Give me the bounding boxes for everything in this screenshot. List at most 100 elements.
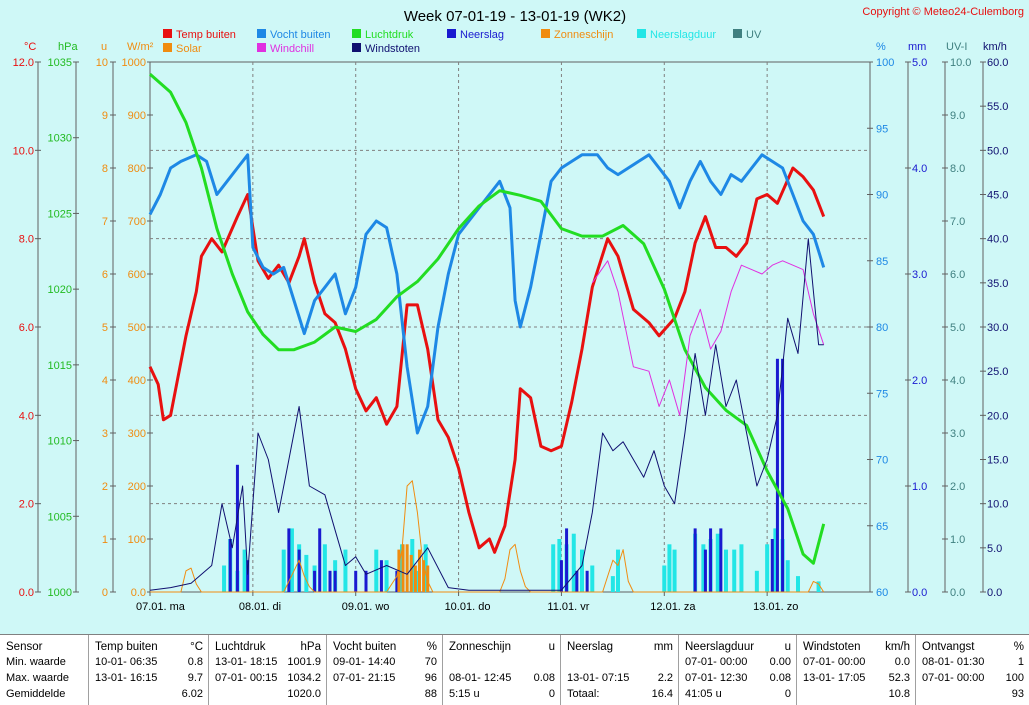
series-windstoten-line: [149, 238, 824, 591]
bar-neerslagduur: [816, 581, 821, 592]
bar-neerslagduur: [590, 565, 595, 592]
axis-tick-label: 70: [876, 455, 888, 467]
stats-min-time: 13-01- 18:15: [215, 656, 278, 668]
axis-unit-label: W/m²: [127, 41, 154, 53]
legend-label: Neerslag: [460, 29, 504, 41]
axis-tick-label: 800: [128, 163, 146, 175]
stats-avg-value: 10.8: [888, 688, 910, 700]
axis-tick-label: 65: [876, 521, 888, 533]
legend-swatch: [163, 43, 172, 52]
bar-neerslag: [693, 528, 697, 592]
bar-neerslag: [379, 560, 383, 592]
bar-neerslag: [235, 464, 239, 592]
axis-tick-label: 1005: [48, 511, 72, 523]
legend-label: Temp buiten: [176, 29, 236, 41]
axis-tick-label: 2.0: [950, 481, 965, 493]
bar-neerslag: [297, 549, 301, 592]
series-luchtdruk-line: [149, 72, 826, 565]
axis-tick-label: 10.0: [950, 57, 971, 69]
bar-neerslag: [354, 570, 358, 592]
axis-tick-label: 2.0: [912, 375, 927, 387]
bar-neerslagduur: [785, 560, 790, 592]
stats-header-name: Luchtdruk: [215, 641, 266, 653]
axis-tick-label: 1000: [48, 587, 72, 599]
stats-avg-value: 16.4: [651, 688, 673, 700]
axis-tick-label: 700: [128, 216, 146, 228]
stats-max-value: 1034.2: [287, 672, 321, 684]
bar-neerslagduur: [724, 549, 728, 592]
stats-max-time: 07-01- 12:30: [685, 672, 748, 684]
bar-neerslag: [364, 570, 368, 592]
axis-tick-label: 25.0: [987, 366, 1008, 378]
axis-unit-label: %: [876, 41, 886, 53]
axis-tick-label: 6.0: [19, 322, 34, 334]
axis-tick-label: 0.0: [987, 587, 1002, 599]
bar-neerslag: [781, 358, 785, 592]
bar-neerslagduur: [667, 544, 672, 592]
bar-neerslag: [709, 528, 713, 592]
axis-tick-label: 4.0: [912, 163, 927, 175]
stats-column-neerslag: Neerslag mm 13-01- 07:15 2.2 Totaal: 16.4: [560, 635, 679, 705]
axis-tick-label: 3.0: [912, 269, 927, 281]
legend-swatch: [733, 29, 742, 38]
stats-header-unit: u: [784, 641, 791, 653]
stats-header-name: Neerslagduur: [685, 641, 755, 653]
axis-tick-label: 50.0: [987, 145, 1008, 157]
bar-neerslagduur: [222, 565, 227, 592]
copyright-text: Copyright © Meteo24-Culemborg: [862, 6, 1024, 18]
bar-neerslagduur: [415, 570, 420, 592]
stats-avg-label: 41:05 u: [685, 688, 722, 700]
bar-neerslag: [246, 560, 250, 592]
stats-max-time: 07-01- 00:15: [215, 672, 278, 684]
stats-header-name: Temp buiten: [95, 641, 158, 653]
stats-column-temp-buiten: Temp buiten °C 10-01- 06:35 0.8 13-01- 16:15…: [88, 635, 209, 705]
stats-min-value: 70: [424, 656, 437, 668]
stats-avg-label: Totaal:: [567, 688, 600, 700]
stats-column-ontvangst: Ontvangst% 08-01- 01:30 1 07-01- 00:00 100 93: [915, 635, 1029, 705]
stats-avg-value: 93: [1011, 688, 1024, 700]
stats-min-value: 1: [1017, 656, 1024, 668]
stats-avg-value: 6.02: [181, 688, 203, 700]
axis-tick-label: 4.0: [950, 375, 965, 387]
axis-tick-label: 3.0: [950, 428, 965, 440]
bar-zonneschijn: [422, 560, 426, 592]
axis-tick-label: 5.0: [912, 57, 927, 69]
bar-neerslagduur: [739, 544, 744, 592]
axis-tick-label: 7: [102, 216, 108, 228]
stats-header-unit: hPa: [300, 641, 321, 653]
bar-neerslagduur: [281, 549, 286, 592]
bar-neerslag: [395, 570, 399, 592]
axis-tick-label: 4.0: [19, 410, 34, 422]
label-avg: Gemiddelde: [6, 688, 66, 700]
stats-min-value: 0.0: [894, 656, 910, 668]
axis-tick-label: 0: [102, 587, 108, 599]
axis-tick-label: 2: [102, 481, 108, 493]
axis-tick-label: 60.0: [987, 57, 1008, 69]
stats-header-unit: mm: [653, 641, 673, 653]
stats-column-windstoten: Windstoten km/h 07-01- 00:00 0.0 13-01- 17:0…: [796, 635, 916, 705]
axis-tick-label: 8: [102, 163, 108, 175]
axis-tick-label: 4: [102, 375, 108, 387]
axis-tick-label: 1.0: [912, 481, 927, 493]
stats-min-value: 0.8: [187, 656, 203, 668]
bar-zonneschijn: [417, 549, 421, 592]
axis-tick-label: 5.0: [950, 322, 965, 334]
legend-label: Windchill: [270, 43, 314, 55]
bar-neerslagduur: [343, 549, 348, 592]
stats-max-value: 2.2: [657, 672, 673, 684]
axis-tick-label: 8.0: [19, 234, 34, 246]
stats-header-name: Neerslag: [567, 641, 614, 653]
axis-tick-label: 8.0: [950, 163, 965, 175]
stats-max-time: 13-01- 07:15: [567, 672, 630, 684]
axis-tick-label: 35.0: [987, 278, 1008, 290]
bar-zonneschijn: [426, 565, 430, 592]
bar-neerslag: [775, 358, 779, 592]
stats-avg-value: 0: [784, 688, 791, 700]
axis-tick-label: 100: [128, 534, 146, 546]
stats-header-name: Vocht buiten: [333, 641, 397, 653]
axis-tick-label: 90: [876, 190, 888, 202]
axis-tick-label: 1000: [122, 57, 146, 69]
line-series: [148, 72, 826, 593]
bar-neerslag: [287, 528, 291, 592]
grid: [150, 62, 870, 592]
